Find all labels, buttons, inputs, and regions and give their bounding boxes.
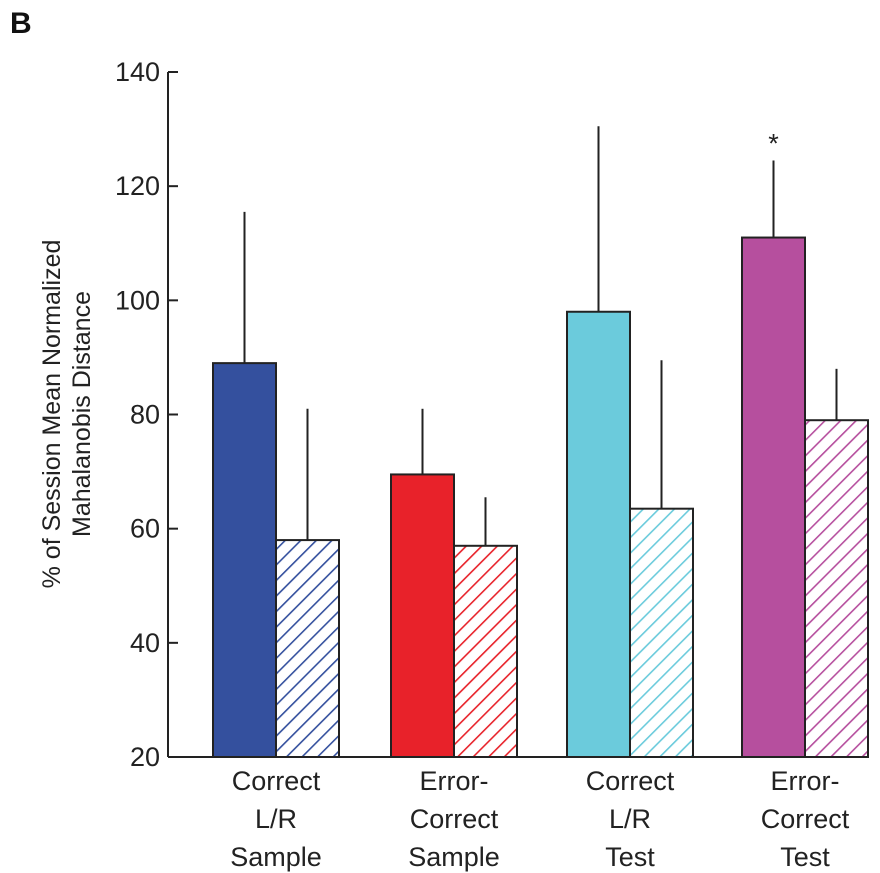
x-tick-label-4-line-1: Error- — [771, 766, 840, 796]
bar-solid-2 — [390, 473, 455, 758]
bar-hatched-4 — [804, 419, 869, 758]
bar-solid-1 — [212, 362, 277, 758]
y-tick-label-100: 100 — [115, 285, 160, 315]
y-tick-label-80: 80 — [130, 400, 160, 430]
y-axis-title-line-1: % of Session Mean Normalized — [38, 240, 66, 589]
y-tick-label-60: 60 — [130, 514, 160, 544]
y-tick-label-120: 120 — [115, 171, 160, 201]
bar-solid-4 — [741, 236, 806, 758]
x-tick-label-2-line-1: Error- — [420, 766, 489, 796]
panel-label: B — [10, 7, 32, 40]
x-tick-label-2-line-3: Sample — [408, 842, 500, 872]
y-tick-label-20: 20 — [130, 742, 160, 772]
x-tick-label-2-line-2: Correct — [410, 804, 499, 834]
x-tick-label-4-line-3: Test — [780, 842, 830, 872]
x-tick-label-3-line-1: Correct — [586, 766, 675, 796]
x-tick-label-1-line-1: Correct — [232, 766, 321, 796]
y-axis-title-line-2: Mahalanobis Distance — [68, 291, 96, 537]
y-tick-label-40: 40 — [130, 628, 160, 658]
bar-solid-3 — [566, 310, 631, 758]
x-tick-label-3-line-3: Test — [605, 842, 655, 872]
y-tick-label-140: 140 — [115, 57, 160, 87]
x-tick-label-1-line-2: L/R — [255, 804, 297, 834]
significance-marker: * — [768, 128, 779, 158]
x-tick-label-3-line-2: L/R — [609, 804, 651, 834]
plot-area: 20 40 60 80 100 120 140 * Correct L/R Sample Error-… — [115, 57, 869, 872]
x-tick-label-1-line-3: Sample — [230, 842, 322, 872]
x-tick-label-4-line-2: Correct — [761, 804, 850, 834]
bar-hatched-3 — [629, 507, 694, 758]
bar-hatched-1 — [275, 539, 340, 758]
y-axis-title: % of Session Mean Normalized Mahalanobis… — [38, 240, 96, 589]
bar-hatched-2 — [453, 544, 518, 759]
